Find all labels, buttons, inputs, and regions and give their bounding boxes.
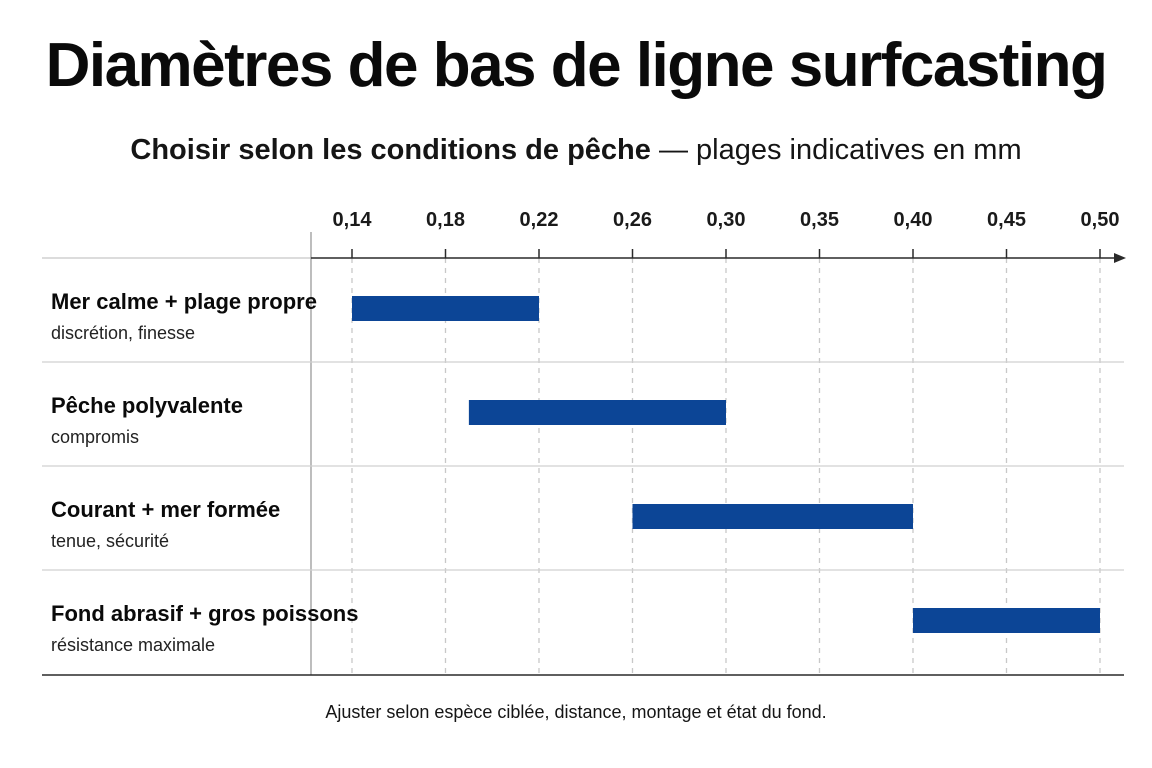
axis-arrowhead [1114,253,1126,263]
x-tick-label: 0,50 [1081,209,1120,231]
row-separators [42,232,1124,676]
row-label: Pêche polyvalente [51,393,243,418]
x-tick-label: 0,40 [894,209,933,231]
x-tick-label: 0,22 [520,209,559,231]
range-bars [352,296,1100,633]
x-tick-labels: 0,14 0,18 0,22 0,26 0,30 0,35 0,40 0,45 0,50 [333,209,1120,231]
row-labels: Mer calme + plage propre discrétion, fine… [51,289,358,655]
row-label: Fond abrasif + gros poissons [51,601,358,626]
row-label: Mer calme + plage propre [51,289,317,314]
row-sublabel: discrétion, finesse [51,323,195,343]
row-label: Courant + mer formée [51,497,280,522]
x-tick-label: 0,14 [333,209,373,231]
x-tick-label: 0,26 [613,209,652,231]
subtitle-strong: Choisir selon les conditions de pêche [130,134,651,166]
range-bar [913,608,1100,633]
row-sublabel: compromis [51,427,139,447]
x-tick-label: 0,18 [426,209,465,231]
x-axis [311,249,1126,263]
chart-subtitle: Choisir selon les conditions de pêche — … [0,134,1152,167]
x-tick-label: 0,30 [707,209,746,231]
chart-title: Diamètres de bas de ligne surfcasting [45,31,1108,100]
row-sublabel: tenue, sécurité [51,531,169,551]
range-bar [632,504,913,529]
row-sublabel: résistance maximale [51,635,215,655]
x-tick-label: 0,35 [800,209,839,231]
x-tick-label: 0,45 [987,209,1026,231]
footnote: Ajuster selon espèce ciblée, distance, m… [325,702,827,722]
range-bar [352,296,539,321]
subtitle-rest: — plages indicatives en mm [650,134,1022,166]
range-bar [468,400,726,425]
